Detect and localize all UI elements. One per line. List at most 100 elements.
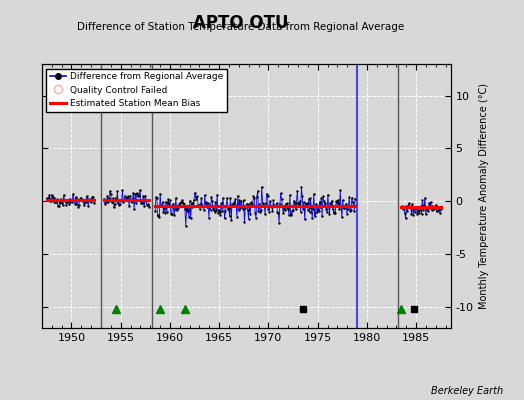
Point xyxy=(320,201,329,208)
Point xyxy=(296,198,304,204)
Point xyxy=(267,202,275,209)
Point xyxy=(109,195,117,201)
Point xyxy=(215,207,223,213)
Point xyxy=(234,192,242,199)
Point xyxy=(416,207,424,213)
Point xyxy=(110,204,118,211)
Point xyxy=(218,208,226,214)
Point xyxy=(133,190,141,196)
Point xyxy=(281,207,289,213)
Point xyxy=(201,202,210,209)
Point xyxy=(188,204,196,210)
Point xyxy=(54,203,63,209)
Point xyxy=(307,205,315,212)
Point xyxy=(302,202,311,209)
Point xyxy=(88,193,96,200)
Point xyxy=(337,204,345,210)
Point xyxy=(82,193,91,200)
Point xyxy=(63,199,71,205)
Point xyxy=(275,219,283,226)
Point xyxy=(254,188,262,194)
Point xyxy=(53,203,62,210)
Point xyxy=(136,187,144,193)
Point xyxy=(173,202,182,209)
Point xyxy=(289,206,297,213)
Point xyxy=(162,209,171,215)
Point xyxy=(260,202,268,208)
Point xyxy=(194,202,202,208)
Point xyxy=(137,199,146,206)
Point xyxy=(298,192,307,199)
Point xyxy=(291,206,300,212)
Point xyxy=(179,200,188,206)
Point xyxy=(154,212,162,218)
Point xyxy=(427,199,435,205)
Point xyxy=(398,203,407,210)
Point xyxy=(267,204,276,210)
Point xyxy=(421,211,430,218)
Point xyxy=(70,197,78,203)
Point xyxy=(281,200,290,207)
Point xyxy=(165,203,173,210)
Point xyxy=(197,195,205,202)
Point xyxy=(61,196,70,203)
Point xyxy=(326,200,334,206)
Point xyxy=(188,200,196,206)
Point xyxy=(236,204,245,211)
Point xyxy=(303,200,311,206)
Point xyxy=(248,200,256,207)
Point xyxy=(428,203,436,209)
Point xyxy=(307,195,315,201)
Point xyxy=(202,199,211,205)
Point xyxy=(164,196,172,202)
Point xyxy=(125,203,133,210)
Point xyxy=(335,206,344,212)
Point xyxy=(286,192,294,198)
Point xyxy=(425,205,434,212)
Point xyxy=(67,198,75,204)
Point xyxy=(402,203,411,209)
Point xyxy=(78,197,86,204)
Point xyxy=(126,193,134,200)
Point xyxy=(104,199,112,205)
Point xyxy=(145,204,154,210)
Point xyxy=(329,206,337,212)
Point xyxy=(140,202,148,209)
Point xyxy=(185,198,194,204)
Point xyxy=(272,200,281,206)
Point xyxy=(227,217,235,224)
Point xyxy=(80,202,88,208)
Point xyxy=(198,203,206,209)
Point xyxy=(60,192,68,198)
Point xyxy=(73,196,81,202)
Point xyxy=(244,216,253,222)
Point xyxy=(174,205,182,212)
Point xyxy=(228,203,237,209)
Point xyxy=(258,200,267,206)
Point xyxy=(184,207,192,214)
Point xyxy=(219,195,227,201)
Point xyxy=(226,194,235,201)
Point xyxy=(265,208,274,215)
Point xyxy=(404,202,412,209)
Point xyxy=(432,208,441,214)
Point xyxy=(350,202,358,208)
Point xyxy=(270,202,278,209)
Point xyxy=(112,197,121,204)
Point xyxy=(221,215,229,221)
Point xyxy=(89,194,97,200)
Text: Difference of Station Temperature Data from Regional Average: Difference of Station Temperature Data f… xyxy=(78,22,405,32)
Point xyxy=(230,201,238,207)
Point xyxy=(211,209,219,215)
Point xyxy=(424,208,432,214)
Point xyxy=(105,195,113,201)
Point xyxy=(417,211,425,217)
Point xyxy=(144,202,152,208)
Point xyxy=(71,194,80,200)
Point xyxy=(50,195,59,201)
Point xyxy=(152,194,161,201)
Point xyxy=(134,192,143,199)
Point xyxy=(425,200,433,206)
Point xyxy=(234,207,243,213)
Point xyxy=(86,198,94,204)
